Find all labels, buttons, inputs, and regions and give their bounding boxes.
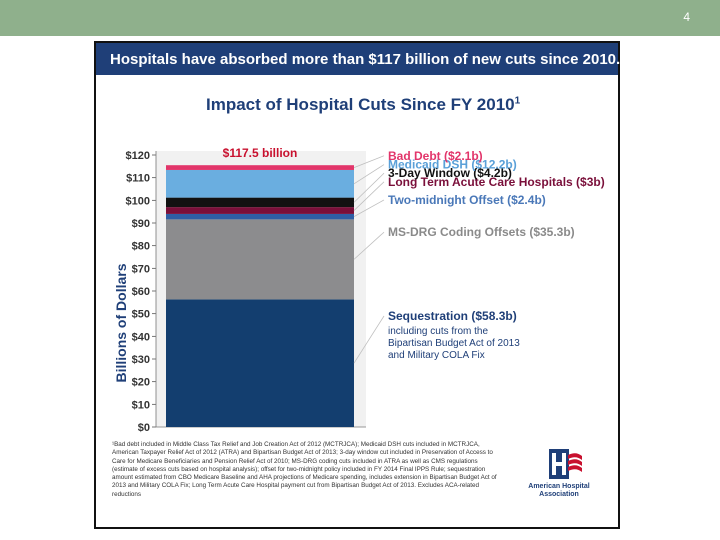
leader-line [353, 155, 385, 168]
bar-segment [166, 299, 354, 427]
logo-caption: American Hospital Association [524, 483, 594, 499]
y-tick-label: $60 [132, 286, 150, 298]
y-tick-label: $120 [126, 150, 150, 162]
segment-label: 3-Day Window ($4.2b) [388, 166, 512, 180]
segment-sublabel: and Military COLA Fix [388, 350, 485, 361]
y-tick-label: $70 [132, 263, 150, 275]
bar-segment [166, 197, 354, 208]
leader-line [353, 181, 385, 211]
leader-line [353, 199, 385, 218]
y-tick-label: $80 [132, 241, 150, 253]
segment-label: Medicaid DSH ($12.2b) [388, 158, 517, 172]
total-label: $117.5 billion [223, 146, 298, 160]
leader-line [353, 315, 385, 364]
slide-header-bar: 4 [0, 0, 720, 36]
segment-label: MS-DRG Coding Offsets ($35.3b) [388, 225, 575, 239]
aha-logo-icon [549, 449, 582, 479]
segment-sublabel: Bipartisan Budget Act of 2013 [388, 338, 520, 349]
chart-title: Impact of Hospital Cuts Since FY 20101 [206, 95, 520, 115]
y-tick-label: $40 [132, 331, 150, 343]
logo-caption-line1: American Hospital [528, 483, 590, 490]
slide-content: Hospitals have absorbed more than $117 b… [94, 41, 620, 529]
segment-sublabel: including cuts from the [388, 326, 488, 337]
chart-title-text: Impact of Hospital Cuts Since FY 2010 [206, 95, 515, 114]
y-tick-label: $30 [132, 354, 150, 366]
y-tick-label: $20 [132, 377, 150, 389]
y-tick-label: $110 [126, 173, 150, 185]
y-tick-label: $90 [132, 218, 150, 230]
leader-line [353, 164, 385, 185]
bar-segment [166, 213, 354, 220]
segment-label: Long Term Acute Care Hospitals ($3b) [388, 175, 605, 189]
logo-caption-line2: Association [539, 491, 579, 498]
footnote: ¹Bad debt included in Middle Class Tax R… [112, 441, 497, 498]
page-number: 4 [683, 10, 690, 24]
segment-label: Sequestration ($58.3b) [388, 309, 517, 323]
bar-segment [166, 207, 354, 214]
aha-logo: American Hospital Association [524, 447, 594, 507]
y-tick-label: $0 [138, 422, 150, 434]
headline-banner: Hospitals have absorbed more than $117 b… [96, 43, 621, 75]
segment-label: Two-midnight Offset ($2.4b) [388, 193, 546, 207]
leader-line [353, 172, 385, 203]
bar-segment [166, 219, 354, 300]
stacked-bar-chart: $0 $10 $20 $30 $40 $50 $60 $70 $80 $90 $100 $110 $12… [126, 146, 605, 434]
segment-label: Bad Debt ($2.1b) [388, 149, 483, 163]
bar-segment [166, 169, 354, 198]
y-tick-label: $10 [132, 399, 150, 411]
y-tick-label: $100 [126, 195, 150, 207]
chart-title-footnote-marker: 1 [514, 95, 521, 107]
headline-text: Hospitals have absorbed more than $117 b… [110, 51, 621, 68]
y-tick-label: $50 [132, 309, 150, 321]
bar-segment [166, 165, 354, 170]
leader-line [353, 231, 385, 260]
